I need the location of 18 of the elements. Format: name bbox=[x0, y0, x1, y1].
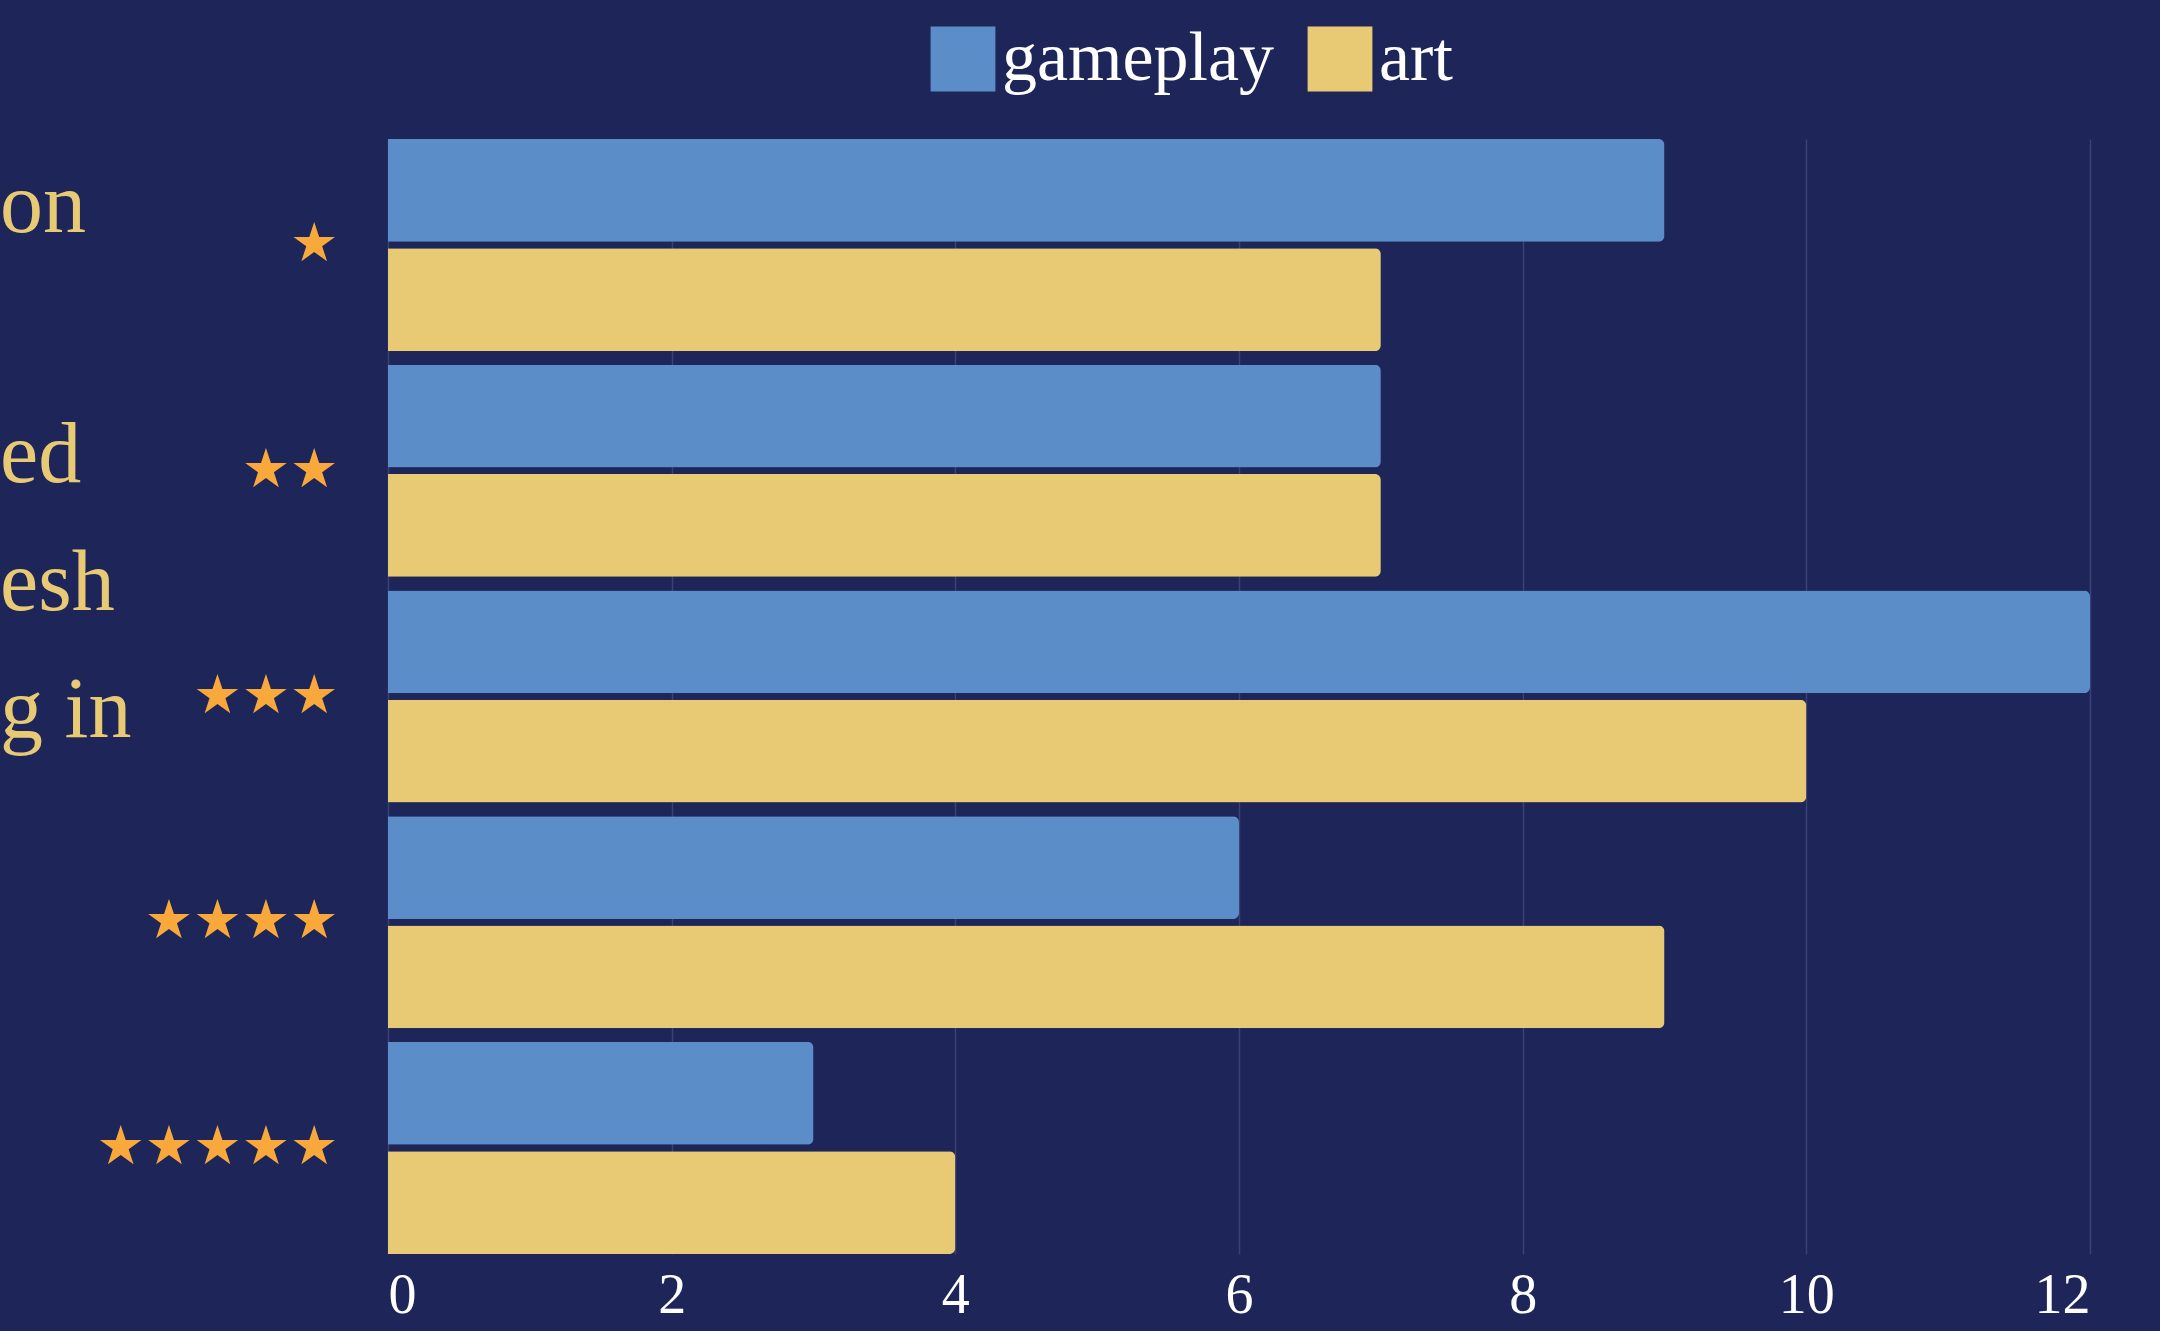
text: on bbox=[0, 155, 86, 251]
legend-label: art bbox=[1379, 18, 1454, 95]
x-tick-label: 4 bbox=[941, 1262, 970, 1325]
y-tick-label: ★★ bbox=[241, 436, 339, 500]
y-tick-label: ★ bbox=[290, 211, 339, 275]
y-tick-label: ★★★★ bbox=[144, 888, 339, 952]
legend-label: gameplay bbox=[1002, 18, 1275, 95]
x-tick-label: 0 bbox=[388, 1262, 417, 1325]
x-tick-label: 12 bbox=[2034, 1262, 2091, 1325]
text: ed bbox=[0, 405, 82, 501]
y-tick-label: ★★★★★ bbox=[96, 1113, 339, 1177]
x-tick-label: 6 bbox=[1225, 1262, 1254, 1325]
x-tick-label: 2 bbox=[658, 1262, 687, 1325]
text: esh bbox=[0, 533, 115, 629]
x-tick-label: 10 bbox=[1778, 1262, 1835, 1325]
x-tick-label: 8 bbox=[1509, 1262, 1538, 1325]
y-tick-label: ★★★ bbox=[193, 662, 339, 726]
text: g in bbox=[0, 660, 132, 756]
